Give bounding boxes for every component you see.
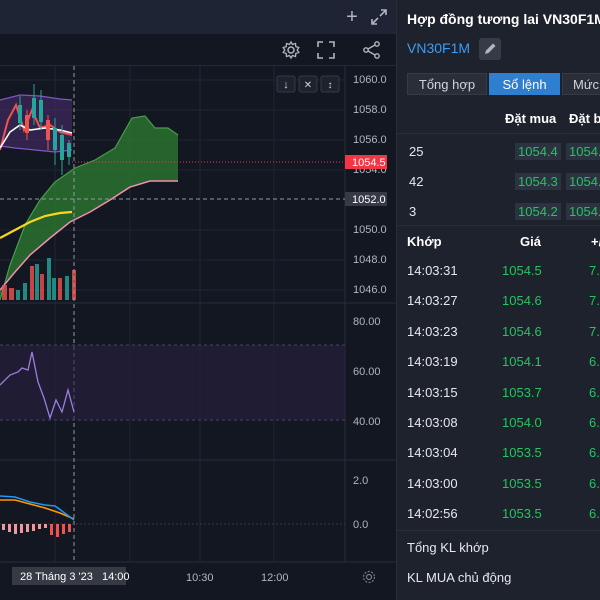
trade-price: 1053.5 (502, 475, 542, 491)
current-price-tag: 1054.5 (352, 157, 386, 169)
price-tick: 1048.0 (353, 254, 387, 266)
tab-tong-hop[interactable]: Tổng hợp (407, 73, 487, 95)
orderbook-bid[interactable]: 1054.3 (515, 173, 561, 190)
orderbook-qty: 42 (409, 174, 424, 189)
trade-price: 1054.6 (502, 323, 542, 339)
trade-price: 1053.5 (502, 445, 542, 461)
tab-so-lenh[interactable]: Sổ lệnh (489, 73, 560, 95)
trade-change: 6. (589, 445, 600, 461)
trade-change: 6. (589, 354, 600, 370)
trade-change: 7. (589, 263, 600, 278)
price-tick: 1046.0 (353, 284, 387, 296)
price-tick: 1058.0 (353, 104, 387, 116)
trades-header-change: +/ (591, 234, 600, 249)
trade-time: 14:03:27 (407, 293, 458, 309)
expand-icon[interactable] (371, 9, 387, 25)
trade-price: 1054.6 (502, 293, 542, 309)
rsi-tick: 80.00 (353, 316, 381, 328)
chart-area[interactable]: + (0, 0, 396, 600)
trade-change: 6. (589, 506, 600, 522)
trade-time: 14:03:00 (407, 475, 458, 491)
trade-price: 1053.5 (502, 506, 542, 522)
trade-time: 14:03:31 (407, 263, 458, 278)
trade-change: 6. (589, 475, 600, 491)
price-tick: 1050.0 (353, 224, 387, 236)
time-tick: 12:00 (261, 572, 289, 584)
fullscreen-icon[interactable] (317, 41, 335, 59)
orderbook-header-ask: Đặt b (569, 111, 600, 126)
trades-header-time: Khớp (407, 234, 442, 249)
tab-muc[interactable]: Mức (562, 73, 600, 95)
trade-time: 14:03:15 (407, 384, 458, 400)
orderbook-qty: 3 (409, 204, 417, 219)
chart-toolbar (0, 34, 396, 66)
crosshair-time-tag: 28 Tháng 3 '23 14:00 (20, 571, 130, 583)
trade-change: 7. (589, 293, 600, 309)
trade-change: 7. (589, 323, 600, 339)
macd-tick: 0.0 (353, 519, 368, 531)
panel-title: Hợp đồng tương lai VN30F1M (407, 11, 600, 27)
plus-icon[interactable]: + (346, 6, 358, 28)
chart-topbar: + (0, 0, 396, 34)
panel-symbol[interactable]: VN30F1M (407, 40, 471, 56)
trade-time: 14:03:04 (407, 445, 458, 461)
price-chart[interactable]: ↓ ✕ ↕ (0, 66, 396, 600)
macd-tick: 2.0 (353, 475, 368, 487)
orderbook-ask[interactable]: 1054. (566, 143, 600, 160)
trade-time: 14:03:23 (407, 323, 458, 339)
trade-change: 6. (589, 415, 600, 430)
trade-price: 1054.1 (502, 354, 542, 370)
orderbook-bid[interactable]: 1054.4 (515, 143, 561, 160)
summary-total-volume: Tổng KL khớp (407, 540, 489, 555)
edit-symbol-button[interactable] (479, 38, 501, 60)
trade-change: 6. (589, 384, 600, 400)
orderbook-ask[interactable]: 1054. (566, 173, 600, 190)
time-tick: 10:30 (186, 572, 214, 584)
svg-text:↕: ↕ (328, 80, 333, 91)
crosshair-price-tag: 1052.0 (352, 194, 386, 206)
trades-header-price: Giá (520, 234, 541, 249)
svg-text:↓: ↓ (283, 79, 289, 91)
settings-icon[interactable] (362, 570, 376, 584)
rsi-tick: 60.00 (353, 366, 381, 378)
trade-time: 14:03:08 (407, 415, 458, 430)
ichimoku-cloud (0, 116, 178, 300)
trade-time: 14:02:56 (407, 506, 458, 522)
gear-icon[interactable] (281, 40, 301, 60)
svg-text:✕: ✕ (304, 80, 312, 91)
orderbook-header-bid: Đặt mua (505, 111, 557, 126)
summary-active-buy: KL MUA chủ động (407, 570, 512, 585)
price-tick: 1060.0 (353, 74, 387, 86)
trade-time: 14:03:19 (407, 354, 458, 370)
orderbook-ask[interactable]: 1054. (566, 203, 600, 220)
trade-price: 1054.0 (502, 415, 542, 430)
orderbook-qty: 25 (409, 144, 424, 159)
orderbook-bid[interactable]: 1054.2 (515, 203, 561, 220)
rsi-tick: 40.00 (353, 416, 381, 428)
trade-price: 1053.7 (502, 384, 542, 400)
pencil-icon (485, 43, 496, 54)
price-tick: 1056.0 (353, 134, 387, 146)
share-icon[interactable] (362, 40, 382, 60)
market-panel: Hợp đồng tương lai VN30F1M VN30F1M Tổng … (396, 0, 600, 600)
trade-price: 1054.5 (502, 263, 542, 278)
